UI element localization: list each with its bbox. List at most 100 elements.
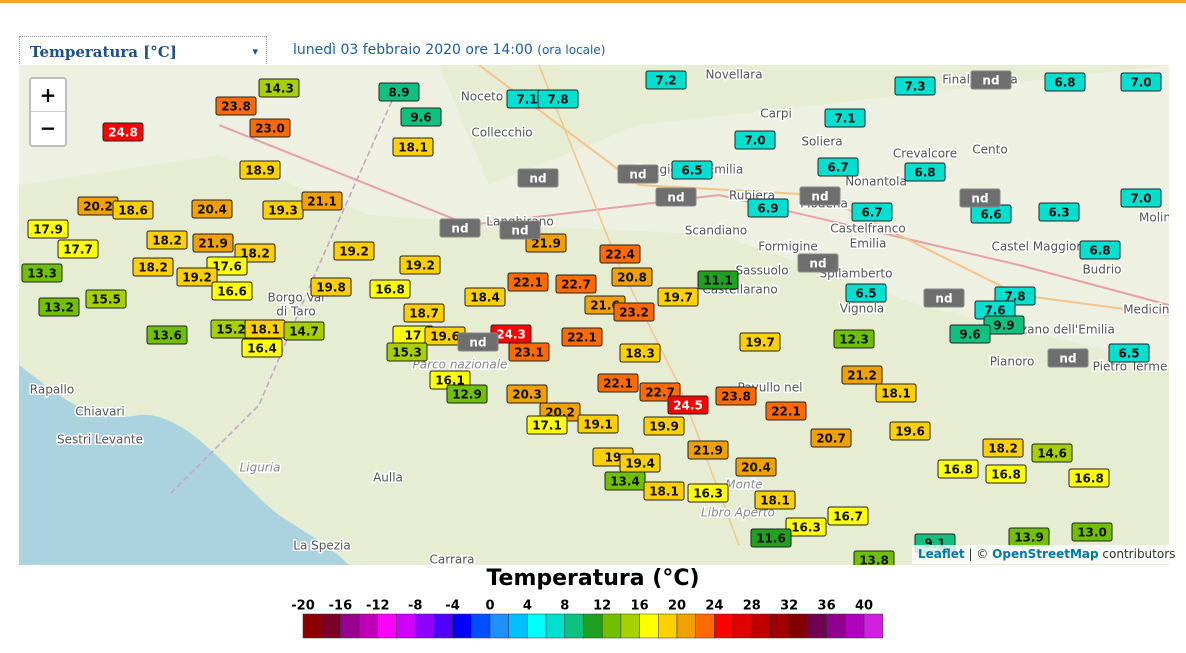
station-value: 24.3 [496,328,526,342]
station-marker [937,459,979,479]
station-marker [57,239,99,259]
legend-swatch [452,613,472,639]
station-marker [655,187,697,207]
station-marker [517,168,559,188]
legend-swatch [377,613,397,639]
station-value: 19.7 [663,291,693,305]
station-marker [824,108,866,128]
station-value: 7.0 [744,134,765,148]
station-value: 19.9 [649,420,679,434]
station-value: 6.5 [681,164,702,178]
legend-swatch [658,613,678,639]
station-value: 20.2 [83,200,113,214]
station-value: 20.8 [617,271,647,285]
osm-link[interactable]: OpenStreetMap [992,547,1099,561]
station-value: nd [811,190,828,204]
station-value: nd [667,191,684,205]
station-marker [146,325,188,345]
station-value: 19.4 [625,457,655,471]
variable: Temperatura [°C] [30,43,177,61]
station-value: nd [1059,352,1076,366]
station-marker [386,342,428,362]
legend-tick-label: -20 [291,599,315,614]
station-marker [671,160,713,180]
legend-tick-label: -8 [408,599,422,614]
station-value: 7.3 [904,80,925,94]
station-value: 17.7 [63,243,93,257]
station-marker [604,471,646,491]
station-marker [464,287,506,307]
station-value: 7.6 [984,304,1005,318]
station-marker [369,279,411,299]
station-marker [1120,72,1162,92]
zoom-in[interactable]: + [31,79,65,112]
legend-swatch [826,613,846,639]
station-marker [310,277,352,297]
station-value: 6.9 [757,202,778,216]
legend-tick-label: 8 [560,599,569,614]
station-value: 7.8 [547,93,568,107]
legend-tick-label: 4 [523,599,532,614]
legend-tick-label: 16 [631,599,649,614]
place-label: Sestri Levante [57,433,143,447]
station-value: 13.3 [27,267,57,281]
station-value: 19.2 [405,259,435,273]
station-marker [85,289,127,309]
station-marker [833,329,875,349]
station-marker [1044,72,1086,92]
station-value: 7.1 [834,112,855,126]
station-marker [982,438,1024,458]
place-label: Budrio [1082,263,1121,277]
station-value: 19.2 [339,245,369,259]
place-label: Scandiano [685,224,747,238]
station-marker [1031,443,1073,463]
station-value: 15.2 [216,323,246,337]
variable-select[interactable]: Temperatura [°C] ▾ [19,36,267,64]
station-value: 6.3 [1048,206,1069,220]
legend-swatch [807,613,827,639]
station-value: 19.2 [182,271,212,285]
station-value: 18.2 [240,247,270,261]
station-value: 15.3 [392,346,422,360]
station-value: 20.4 [197,203,227,217]
station-marker [1108,343,1150,363]
place-label: Sassuolo [735,264,788,278]
station-value: 21.6 [590,299,620,313]
sea [19,365,349,565]
station-marker [734,130,776,150]
station-value: 16.8 [1074,472,1104,486]
legend-swatch [620,613,640,639]
place-label: Vignola [840,302,885,316]
station-value: 18.9 [245,164,275,178]
station-marker [904,162,946,182]
station-value: 23.8 [221,100,251,114]
place-label: Cento [972,143,1007,157]
station-value: 18.4 [470,291,500,305]
station-marker [191,199,233,219]
station-value: 14.7 [289,325,319,339]
station-value: 12.9 [452,388,482,402]
legend-swatch [583,613,603,639]
legend-swatch [471,613,491,639]
station-value: 14.3 [264,82,294,96]
station-value: 16.3 [693,487,723,501]
station-value: 21.2 [847,369,877,383]
leaflet-link[interactable]: Leaflet [918,547,965,561]
station-marker [750,528,792,548]
legend-swatch [545,613,566,639]
station-value: 8.9 [388,86,409,100]
legend-tick-label: -4 [445,599,459,614]
station-marker [38,297,80,317]
legend-tick-label: 12 [593,599,611,614]
station-marker [697,270,739,290]
station-value: 17.6 [212,260,242,274]
legend-tick-label: -12 [366,599,390,614]
legend-swatch [845,613,865,639]
station-marker [1079,240,1121,260]
station-value: 9.6 [959,328,980,342]
zoom-out[interactable]: − [39,116,57,140]
legend-tick-label: -16 [329,599,353,614]
station-marker [617,164,659,184]
station-value: 20.7 [816,432,846,446]
place-label: Castelfranco [830,222,905,236]
